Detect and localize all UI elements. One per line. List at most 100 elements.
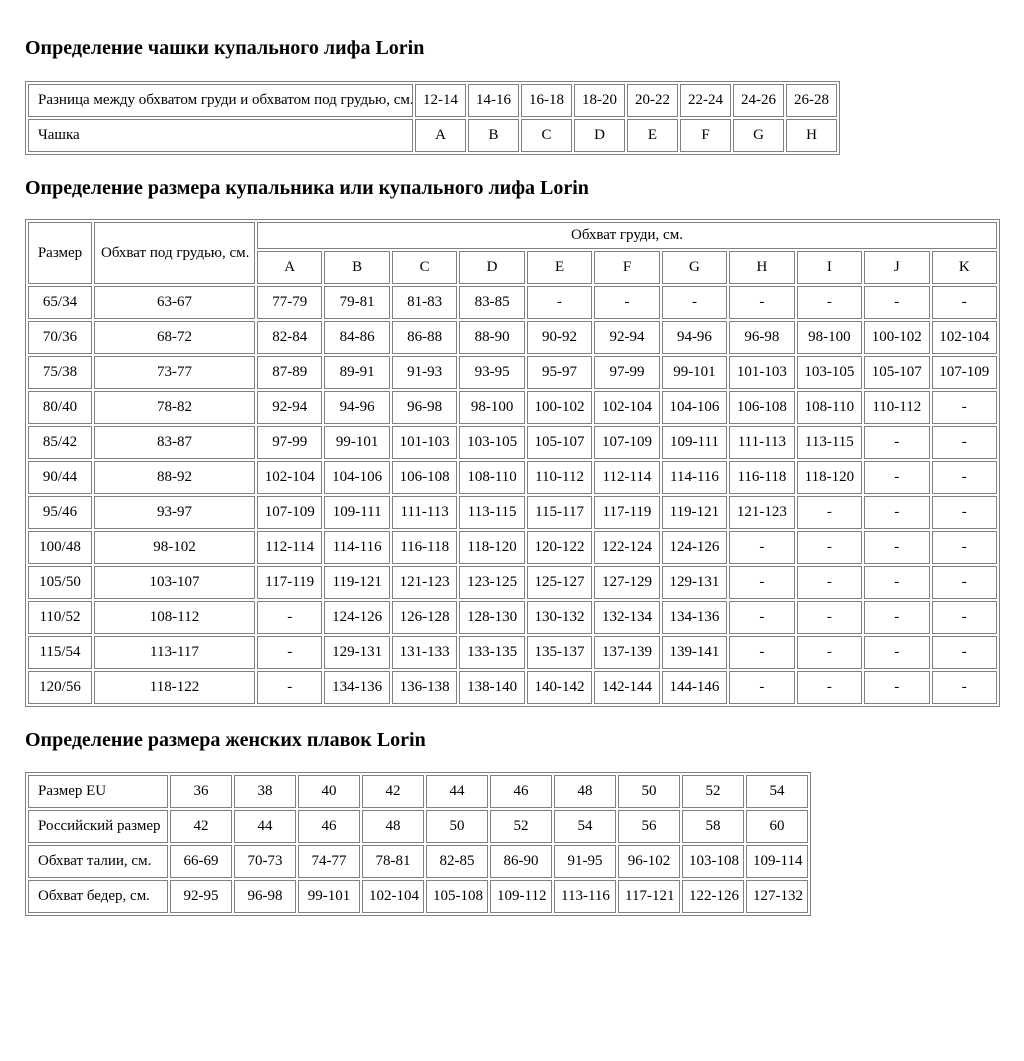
bust-range-cell: 79-81: [324, 286, 390, 319]
value-cell: 54: [746, 775, 808, 808]
underbust-cell: 108-112: [94, 601, 255, 634]
bust-range-cell: -: [864, 636, 930, 669]
value-cell: F: [680, 119, 731, 152]
bust-range-cell: -: [864, 601, 930, 634]
bust-range-cell: 114-116: [324, 531, 390, 564]
row-label-cell: Российский размер: [28, 810, 168, 843]
bottoms-table-title: Определение размера женских плавок Lorin: [25, 729, 426, 751]
size-cell: 65/34: [28, 286, 92, 319]
value-cell: 91-95: [554, 845, 616, 878]
size-cell: 120/56: [28, 671, 92, 704]
bust-range-cell: 119-121: [324, 566, 390, 599]
bust-range-cell: 107-109: [257, 496, 323, 529]
bust-range-cell: 87-89: [257, 356, 323, 389]
value-cell: G: [733, 119, 784, 152]
bust-range-cell: 81-83: [391, 286, 458, 319]
value-cell: 54: [554, 810, 616, 843]
bust-range-cell: -: [729, 601, 795, 634]
value-cell: 38: [234, 775, 296, 808]
value-cell: 127-132: [746, 880, 808, 913]
bust-range-cell: 116-118: [729, 461, 795, 494]
value-cell: 103-108: [682, 845, 744, 878]
table-row: 75/38 73-77 87-89 89-91 91-93 93-95 95-97 97-99…: [28, 356, 997, 389]
value-cell: 117-121: [618, 880, 680, 913]
underbust-cell: 78-82: [94, 391, 255, 424]
value-cell: 36: [170, 775, 232, 808]
value-cell: 70-73: [234, 845, 296, 878]
value-cell: 12-14: [415, 84, 466, 117]
value-cell: 109-114: [746, 845, 808, 878]
value-cell: 58: [682, 810, 744, 843]
bust-range-cell: -: [864, 671, 930, 704]
cup-table-title: Определение чашки купального лифа Lorin: [25, 37, 425, 59]
size-cell: 75/38: [28, 356, 92, 389]
bust-range-cell: 117-119: [257, 566, 323, 599]
size-cell: 105/50: [28, 566, 92, 599]
value-cell: 96-102: [618, 845, 680, 878]
bust-range-cell: 134-136: [661, 601, 728, 634]
swimsuit-size-table: Размер Обхват под грудью, см. Обхват гру…: [25, 219, 1000, 707]
value-cell: 122-126: [682, 880, 744, 913]
underbust-cell: 88-92: [94, 461, 255, 494]
bust-range-cell: -: [931, 566, 997, 599]
bust-range-cell: 114-116: [661, 461, 728, 494]
size-cell: 90/44: [28, 461, 92, 494]
bust-range-cell: 98-100: [796, 321, 863, 354]
size-cell: 95/46: [28, 496, 92, 529]
bust-range-cell: 104-106: [324, 461, 390, 494]
table-row: 65/34 63-67 77-79 79-81 81-83 83-85- - - - - - -: [28, 286, 997, 319]
bust-range-cell: 144-146: [661, 671, 728, 704]
bust-range-cell: -: [864, 566, 930, 599]
value-cell: 113-116: [554, 880, 616, 913]
bust-range-cell: 95-97: [526, 356, 593, 389]
value-cell: 99-101: [298, 880, 360, 913]
bust-range-cell: 99-101: [661, 356, 728, 389]
bust-range-cell: -: [931, 496, 997, 529]
value-cell: 56: [618, 810, 680, 843]
value-cell: 66-69: [170, 845, 232, 878]
row-label-cell: Обхват талии, см.: [28, 845, 168, 878]
underbust-cell: 63-67: [94, 286, 255, 319]
bust-range-cell: 122-124: [594, 531, 660, 564]
size-cell: 80/40: [28, 391, 92, 424]
value-cell: 96-98: [234, 880, 296, 913]
cup-column-header: D: [459, 251, 525, 284]
table-row: 95/46 93-97 107-109 109-111 111-113 113-115 11…: [28, 496, 997, 529]
bust-range-cell: 132-134: [594, 601, 660, 634]
bust-range-cell: 107-109: [931, 356, 997, 389]
bust-range-cell: 110-112: [526, 461, 593, 494]
bust-range-cell: -: [729, 671, 795, 704]
value-cell: 44: [234, 810, 296, 843]
bust-range-cell: 101-103: [391, 426, 458, 459]
bust-range-cell: 96-98: [391, 391, 458, 424]
underbust-cell: 118-122: [94, 671, 255, 704]
bust-range-cell: -: [661, 286, 728, 319]
table-row: 90/44 88-92 102-104 104-106 106-108 108-110 11…: [28, 461, 997, 494]
bust-range-cell: -: [526, 286, 593, 319]
value-cell: 26-28: [786, 84, 837, 117]
bust-range-cell: 90-92: [526, 321, 593, 354]
cup-column-header: B: [324, 251, 390, 284]
value-cell: 78-81: [362, 845, 424, 878]
bust-range-cell: 130-132: [526, 601, 593, 634]
bust-range-cell: 111-113: [391, 496, 458, 529]
value-cell: 46: [490, 775, 552, 808]
bust-range-cell: 113-115: [796, 426, 863, 459]
bust-range-cell: -: [257, 636, 323, 669]
bust-range-cell: 97-99: [594, 356, 660, 389]
bust-range-cell: 88-90: [459, 321, 525, 354]
value-cell: 92-95: [170, 880, 232, 913]
value-cell: 22-24: [680, 84, 731, 117]
value-cell: H: [786, 119, 837, 152]
bust-range-cell: 102-104: [594, 391, 660, 424]
bust-range-cell: -: [931, 391, 997, 424]
bust-range-cell: -: [931, 601, 997, 634]
bust-range-cell: 100-102: [526, 391, 593, 424]
bust-range-cell: -: [864, 461, 930, 494]
value-cell: 50: [426, 810, 488, 843]
bust-range-cell: 103-105: [796, 356, 863, 389]
size-column-header: Размер: [28, 222, 92, 284]
cup-column-header: K: [931, 251, 997, 284]
bust-range-cell: 142-144: [594, 671, 660, 704]
